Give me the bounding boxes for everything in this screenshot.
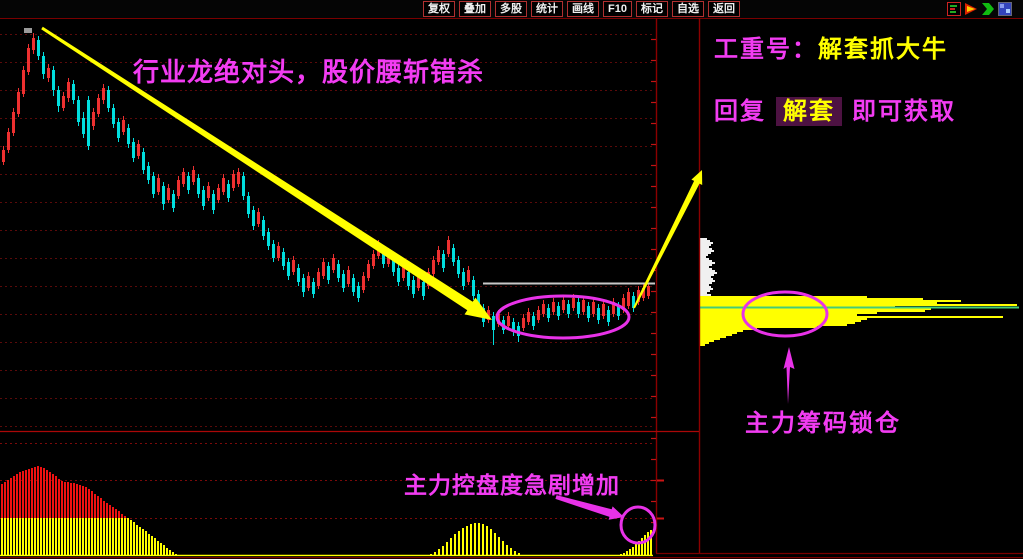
toolbar-button-watchlist[interactable]: 自选 — [671, 1, 704, 17]
promo-line-1: 工重号：解套抓大牛 — [714, 29, 948, 64]
toolbar-button-drawline[interactable]: 画线 — [567, 1, 599, 17]
red-play-arrow-icon[interactable] — [964, 2, 978, 16]
panel-pointer-arrow — [633, 170, 703, 309]
consolidation-ellipse — [495, 294, 631, 340]
price-axis-ticks — [651, 38, 656, 524]
top-toolbar: 复权 叠加 多股 统计 画线 F10 标记 自选 返回 — [0, 0, 1023, 18]
toolbar-button-back[interactable]: 返回 — [707, 1, 740, 17]
main-chart-gridlines — [0, 34, 654, 519]
toolbar-button-f10[interactable]: F10 — [603, 1, 632, 17]
chips-pointer-arrow — [783, 347, 795, 404]
toolbar-button-group: 复权 叠加 多股 统计 画线 F10 标记 自选 返回 — [423, 1, 740, 17]
trend-annotation-text: 行业龙绝对头，股价腰斩错杀 — [133, 57, 485, 87]
chips-ellipse — [741, 290, 829, 338]
toolbar-icon-group — [947, 2, 1012, 16]
blue-grid-icon[interactable] — [998, 2, 1012, 16]
toolbar-button-mark[interactable]: 标记 — [635, 1, 668, 17]
control-pointer-arrow — [555, 495, 624, 520]
green-forward-arrow-icon[interactable] — [981, 2, 995, 16]
promo-account-name: 解套抓大牛 — [818, 36, 948, 63]
control-increase-annotation: 主力控盘度急剧增加 — [404, 472, 620, 498]
toolbar-button-stats[interactable]: 统计 — [531, 1, 563, 17]
promo-account-label: 工重号： — [714, 36, 818, 63]
trend-arrow — [41, 26, 492, 320]
toolbar-button-overlay[interactable]: 叠加 — [459, 1, 491, 17]
flag-chart-icon[interactable] — [947, 2, 961, 16]
control-circle — [619, 505, 657, 545]
toolbar-button-fuquan[interactable]: 复权 — [423, 1, 455, 17]
promo-line-2: 回复 解套 即可获取 — [714, 91, 956, 126]
chart-dynamic-layer — [1, 33, 1019, 556]
peak-marker — [24, 28, 32, 33]
promo-reply-prefix: 回复 — [714, 98, 766, 125]
promo-reply-suffix: 即可获取 — [852, 98, 956, 125]
promo-keyword-highlight: 解套 — [776, 97, 842, 126]
chips-lock-annotation: 主力筹码锁仓 — [745, 410, 901, 437]
toolbar-button-multistock[interactable]: 多股 — [495, 1, 527, 17]
